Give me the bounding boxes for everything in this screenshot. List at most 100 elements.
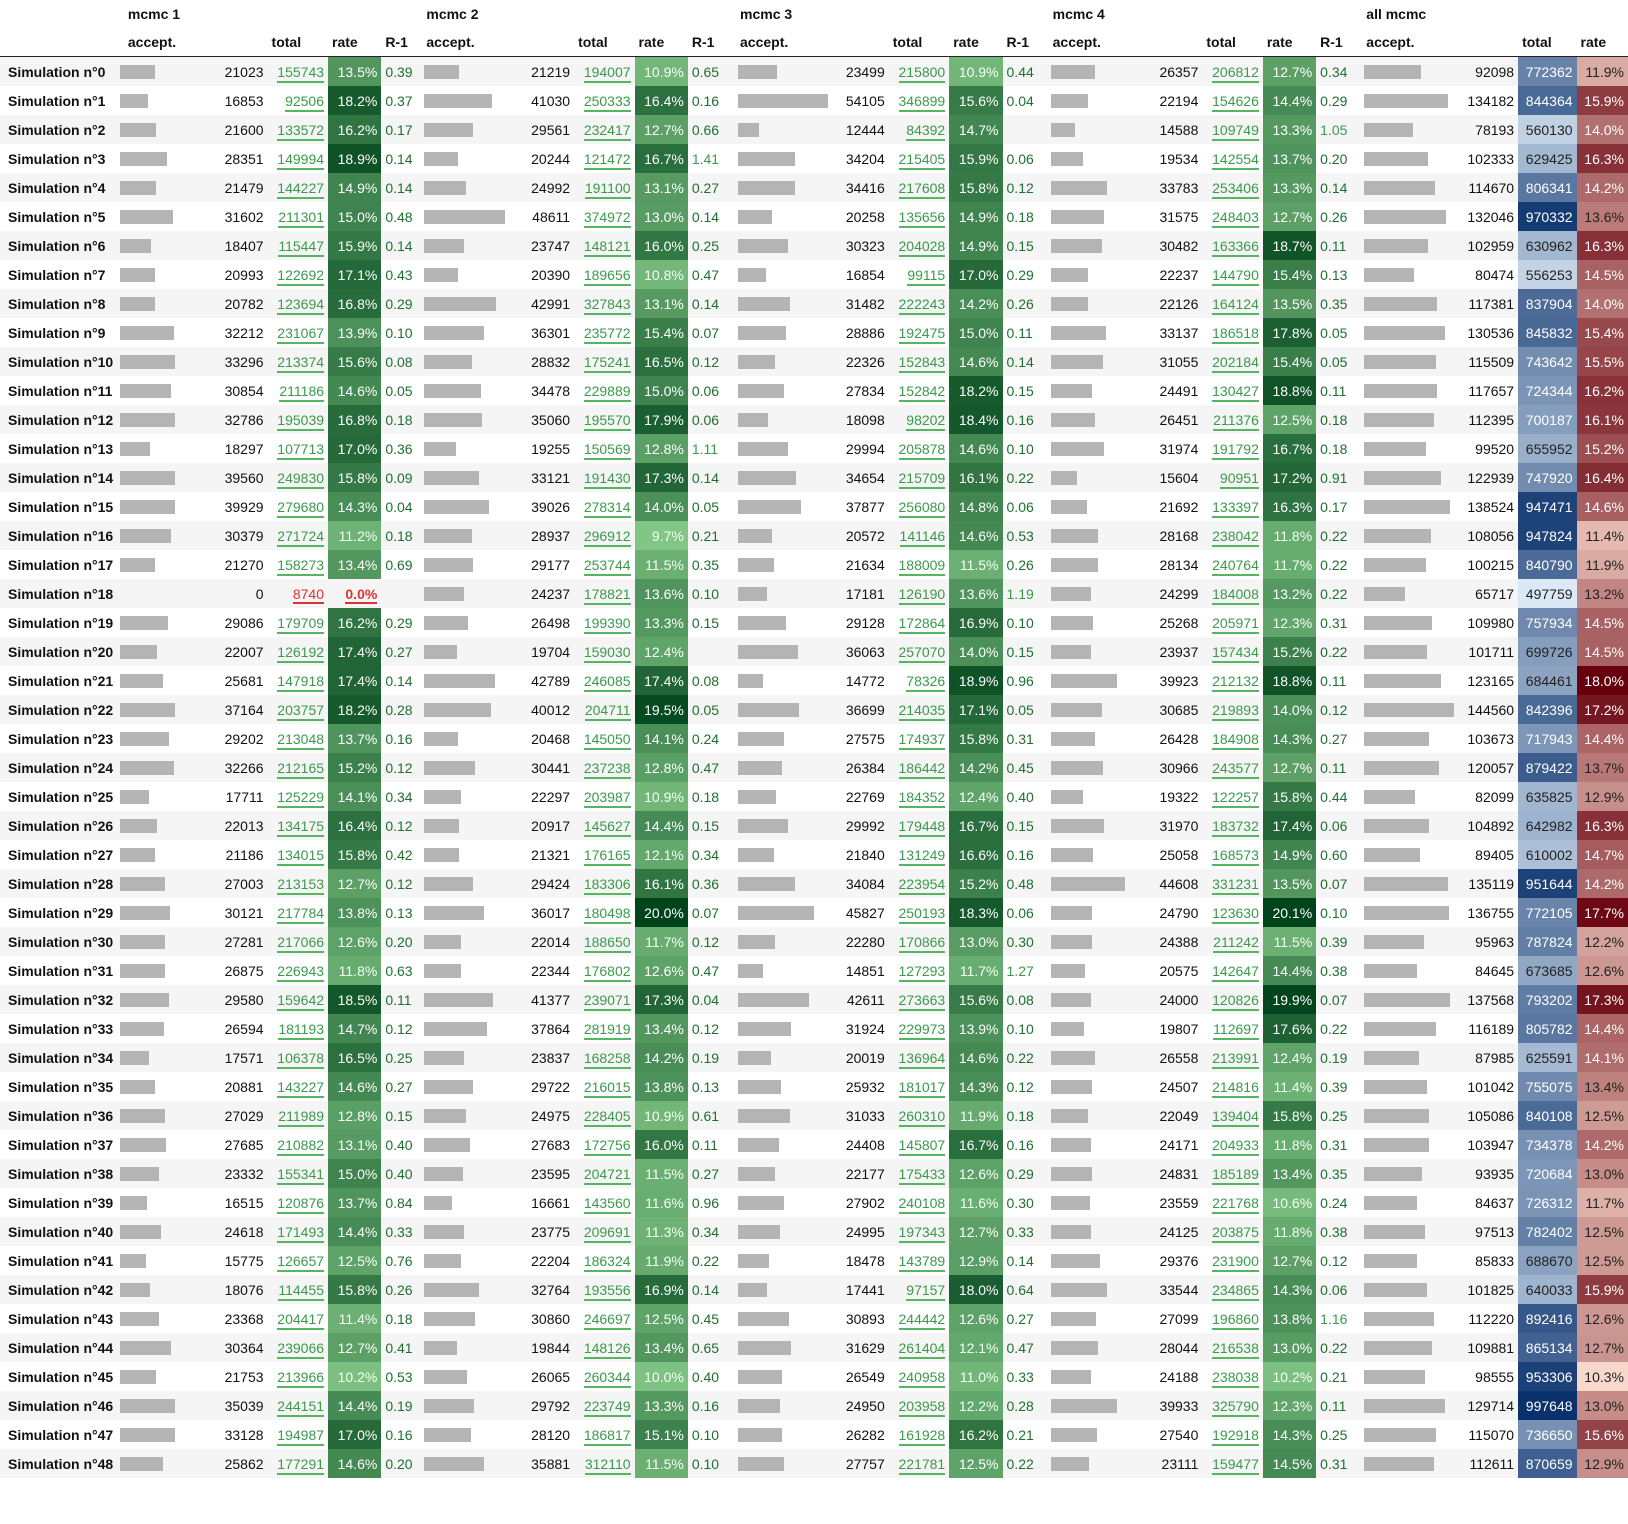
total-value: 193556 [583,1281,631,1301]
accept-bar [119,296,155,311]
rhat-value: 0.04 [691,991,720,1008]
all-accept-count: 112395 [1468,411,1515,428]
rate-cell: 17.3% [634,463,688,492]
all-accept-bar [1364,1137,1430,1152]
accept-count: 39923 [1159,672,1199,689]
simulation-name: Simulation n°43 [8,1310,114,1327]
all-rate: 14.0% [1576,115,1628,144]
accept-bar-cell [1049,985,1146,1014]
all-accept-bar [1364,1050,1420,1065]
rhat-value: 0.39 [385,63,413,80]
column-header-rate: rate [328,28,382,57]
total-cell: 235772 [574,318,634,347]
all-rate: 15.2% [1576,434,1628,463]
accept-count: 29424 [531,875,571,892]
total-cell: 260344 [574,1362,634,1391]
rate-value: 10.0% [644,1368,684,1385]
rate-cell: 12.1% [949,1333,1003,1362]
accept-count: 28351 [224,150,264,167]
rate-value: 18.0% [958,1281,999,1298]
accept-bar [1050,1224,1091,1239]
total-cell: 90951 [1202,463,1262,492]
accept-bar [424,1195,453,1210]
rate-cell: 12.7% [1262,753,1317,782]
accept-bar [738,615,787,630]
rate-cell: 11.0% [949,1362,1003,1391]
column-header-accept: accept. [422,28,575,57]
all-rate: 13.2% [1576,579,1628,608]
accept-count: 20575 [1159,962,1199,979]
total-value: 296912 [583,527,631,547]
rate-cell: 12.7% [328,1333,382,1362]
total-cell: 211989 [268,1101,328,1130]
rate-value: 13.7% [337,1194,378,1211]
column-header-total: total [267,28,329,57]
total-cell: 171493 [268,1217,328,1246]
all-accept-count: 93935 [1475,1165,1515,1182]
total-value: 145627 [583,817,631,837]
accept-bar [119,1369,156,1384]
all-accept-bar-cell [1362,1217,1456,1246]
rhat-value: 0.19 [1320,1049,1348,1066]
rhat-value: 0.20 [1320,150,1348,167]
rhat-value: 0.07 [691,904,720,921]
rate-value: 16.7% [1272,440,1313,457]
total-cell: 176165 [574,840,634,869]
accept-bar [424,1108,467,1123]
accept-bar [424,847,460,862]
rate-value: 0.0% [345,585,378,604]
accept-count: 23747 [531,237,571,254]
accept-bar-cell [736,608,830,637]
table-row: Simulation n°14 39560 249830 15.8% 0.09 33121… [0,463,1628,492]
rate-value: 12.6% [337,933,378,950]
total-cell: 145050 [574,724,634,753]
all-accept-bar [1364,64,1422,79]
accept-bar [738,1137,780,1152]
accept-bar [424,64,460,79]
accept-bar-cell [736,1072,830,1101]
accept-bar-cell [1049,434,1146,463]
accept-count: 20572 [845,527,885,544]
accept-count: 16515 [224,1194,264,1211]
accept-bar-cell [118,521,175,550]
all-accept-bar-cell [1362,927,1456,956]
rhat-value: 0.76 [385,1252,413,1269]
accept-bar-cell [1049,579,1146,608]
accept-bar-cell [118,115,175,144]
simulation-name: Simulation n°5 [8,208,106,225]
all-total: 556253 [1518,260,1577,289]
total-value: 123630 [1212,904,1259,924]
total-cell: 256080 [889,492,949,521]
all-accept-bar [1364,325,1446,340]
accept-bar [424,383,482,398]
total-value: 203757 [277,701,325,721]
accept-bar-cell [1049,1275,1146,1304]
all-accept-bar-cell [1362,1188,1456,1217]
total-value: 203987 [583,788,631,808]
all-rate: 13.6% [1576,202,1628,231]
all-accept-bar-cell [1362,753,1456,782]
accept-bar [1050,876,1125,891]
rhat-value: 0.24 [1320,1194,1348,1211]
rate-cell: 13.5% [328,56,382,86]
total-value: 271724 [277,527,325,547]
accept-count: 17441 [845,1281,885,1298]
total-cell: 181193 [268,1014,328,1043]
rate-value: 13.3% [1272,121,1313,138]
accept-bar-cell [1049,811,1146,840]
accept-count: 21600 [224,121,264,138]
all-accept-bar [1364,847,1421,862]
total-value: 143560 [583,1194,631,1214]
accept-bar-cell [422,956,517,985]
accept-bar [424,1427,472,1442]
total-value: 123694 [277,295,325,315]
rate-cell: 15.1% [634,1420,688,1449]
simulation-name: Simulation n°10 [8,353,114,370]
rhat-value: 0.18 [1006,208,1034,225]
accept-bar [424,296,497,311]
simulation-name: Simulation n°23 [8,730,114,747]
total-cell: 148121 [574,231,634,260]
total-value: 244151 [277,1397,325,1417]
accept-bar-cell [422,1101,517,1130]
accept-bar-cell [1049,1072,1146,1101]
